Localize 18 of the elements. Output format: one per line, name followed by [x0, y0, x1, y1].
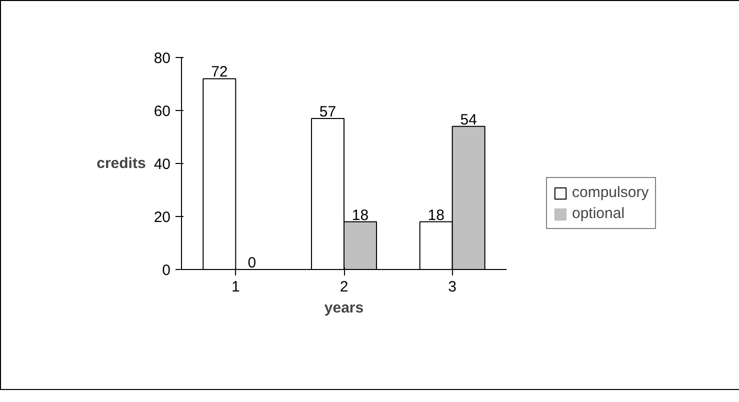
- y-tick-label: 0: [162, 262, 170, 279]
- x-axis-title: years: [324, 300, 364, 316]
- y-tick-label: 80: [154, 50, 171, 67]
- data-label: 18: [428, 206, 444, 224]
- x-tick-label: 3: [448, 278, 457, 296]
- data-label: 0: [248, 254, 256, 272]
- data-label: 57: [319, 103, 336, 120]
- legend-label: compulsory: [572, 184, 649, 201]
- x-tick-label: 2: [340, 278, 348, 296]
- y-tick-label: 20: [154, 209, 171, 226]
- data-label: 54: [460, 111, 477, 128]
- data-label: 18: [352, 206, 369, 224]
- y-tick-label: 60: [154, 103, 171, 120]
- x-tick-label: 1: [231, 278, 240, 296]
- legend-label: optional: [572, 205, 625, 222]
- y-tick-label: 40: [154, 156, 171, 173]
- y-axis-title: credits: [96, 155, 146, 172]
- data-label: 72: [211, 64, 228, 81]
